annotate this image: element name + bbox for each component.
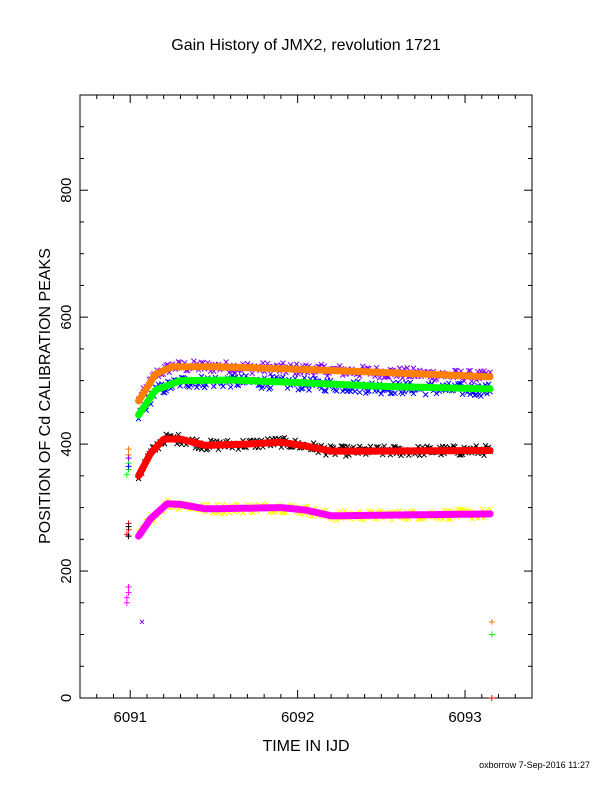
y-tick-label: 600: [58, 305, 75, 330]
data-point: [324, 373, 331, 379]
x-tick-label: 6093: [448, 709, 481, 726]
data-point: [467, 391, 474, 398]
outlier-point: [125, 446, 132, 453]
data-point: [459, 391, 466, 398]
outlier-point: [123, 599, 130, 606]
data-point: [210, 383, 217, 390]
data-point: [433, 390, 440, 397]
data-point: [364, 388, 371, 395]
y-tick-label: 400: [58, 432, 75, 457]
outlier-point: [139, 619, 145, 625]
data-point: [267, 384, 274, 391]
outlier-point: [125, 533, 132, 540]
fit-curve: [135, 376, 494, 419]
fit-curve: [135, 435, 494, 480]
x-tick-label: 6092: [281, 709, 314, 726]
data-point: [280, 360, 286, 366]
data-point: [249, 370, 256, 377]
data-point: [404, 365, 411, 371]
x-tick-label: 6091: [114, 709, 147, 726]
data-point: [194, 384, 200, 391]
data-point: [387, 390, 394, 397]
outlier-point: [125, 523, 132, 530]
data-point: [321, 387, 328, 394]
y-tick-label: 800: [58, 178, 75, 203]
data-point: [267, 371, 274, 377]
fit-curve: [135, 500, 494, 540]
data-point: [376, 375, 383, 381]
data-point: [227, 384, 234, 390]
data-point: [359, 363, 366, 370]
data-point: [410, 390, 417, 397]
data-point: [220, 383, 226, 390]
chart-title: Gain History of JMX2, revolution 1721: [171, 37, 441, 54]
outlier-point: [125, 583, 132, 590]
outlier-point: [123, 471, 130, 478]
y-tick-label: 0: [58, 694, 75, 702]
data-point: [306, 387, 312, 393]
data-point: [467, 367, 474, 374]
outlier-point: [123, 594, 130, 601]
data-point: [422, 391, 429, 398]
data-point: [356, 389, 363, 396]
x-axis-label: TIME IN IJD: [262, 738, 350, 755]
outlier-point: [125, 463, 132, 470]
data-point: [323, 388, 329, 394]
outlier-point: [125, 589, 132, 596]
data-point: [333, 387, 340, 394]
y-tick-label: 200: [58, 559, 75, 584]
data-point: [318, 361, 325, 368]
data-point: [392, 390, 398, 397]
fit-curve: [135, 363, 494, 405]
outlier-point: [488, 631, 495, 638]
outlier-point: [125, 455, 132, 462]
data-point: [201, 384, 208, 391]
footer-credit: oxborrow 7-Sep-2016 11:27: [479, 760, 590, 770]
outlier-point: [488, 618, 495, 625]
data-point: [298, 385, 305, 392]
plot-frame: [79, 94, 533, 699]
data-point: [352, 388, 358, 395]
data-point: [260, 383, 266, 390]
outlier-point: [488, 695, 495, 701]
y-axis-label: POSITION OF Cd CALIBRATION PEAKS: [37, 248, 54, 544]
